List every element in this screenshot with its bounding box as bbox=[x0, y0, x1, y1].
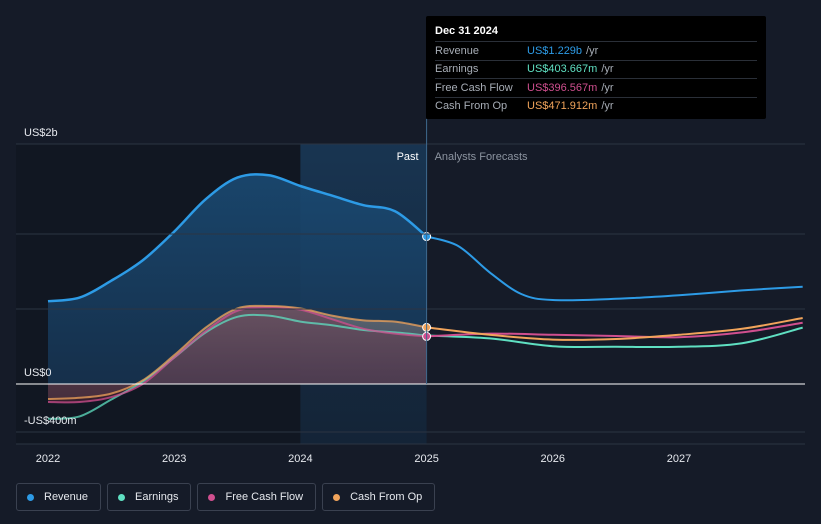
earnings-past-line bbox=[47, 313, 427, 420]
tooltip-row: Free Cash Flow US$396.567m/yr bbox=[435, 78, 757, 97]
tooltip-series-name: Free Cash Flow bbox=[435, 81, 513, 94]
x-tick-label: 2027 bbox=[667, 453, 691, 465]
y-tick-label: US$0 bbox=[24, 367, 52, 379]
tooltip-series-name: Revenue bbox=[435, 44, 480, 57]
tooltip-unit: /yr bbox=[601, 100, 614, 113]
revenue-forecast-line bbox=[426, 235, 803, 302]
tooltip-series-value: US$396.567m bbox=[527, 81, 598, 94]
legend-label: Free Cash Flow bbox=[225, 491, 304, 503]
x-tick-label: 2025 bbox=[414, 453, 438, 465]
tooltip-series-value: US$471.912m bbox=[527, 100, 598, 113]
y-tick-label: -US$400m bbox=[24, 415, 77, 427]
tooltip-unit: /yr bbox=[601, 81, 614, 94]
tooltip-series-value: US$1.229b bbox=[527, 44, 583, 57]
tooltip-unit: /yr bbox=[601, 63, 614, 76]
free-cash-flow-past-line bbox=[47, 306, 427, 404]
legend-item-cash-from-op[interactable]: Cash From Op bbox=[322, 483, 436, 511]
chart-legend: Revenue Earnings Free Cash Flow Cash From O… bbox=[16, 483, 436, 511]
tooltip-series-value: US$403.667m bbox=[527, 63, 598, 76]
x-tick-label: 2022 bbox=[36, 453, 60, 465]
legend-dot-icon bbox=[208, 493, 216, 501]
earnings-forecast-line bbox=[426, 326, 803, 349]
free-cash-flow-forecast-line bbox=[426, 321, 803, 339]
cash-area bbox=[48, 305, 427, 399]
legend-item-revenue[interactable]: Revenue bbox=[16, 483, 102, 511]
past-label: Past bbox=[397, 151, 419, 163]
tooltip-unit: /yr bbox=[586, 44, 599, 57]
forecast-label: Analysts Forecasts bbox=[435, 151, 528, 163]
legend-label: Earnings bbox=[135, 491, 179, 503]
legend-dot-icon bbox=[118, 493, 126, 501]
legend-label: Revenue bbox=[44, 491, 89, 503]
tooltip-date: Dec 31 2024 bbox=[435, 25, 498, 37]
legend-item-free-cash-flow[interactable]: Free Cash Flow bbox=[197, 483, 317, 511]
legend-dot-icon bbox=[333, 493, 341, 501]
revenue-past-line bbox=[47, 173, 428, 303]
tooltip-row: Earnings US$403.667m/yr bbox=[435, 59, 757, 79]
tooltip-series-name: Earnings bbox=[435, 63, 479, 76]
cash-from-op-past-line bbox=[47, 304, 427, 400]
y-tick-label: US$2b bbox=[24, 127, 58, 139]
legend-label: Cash From Op bbox=[350, 491, 423, 503]
legend-dot-icon bbox=[27, 493, 34, 501]
tooltip-row: Revenue US$1.229b/yr bbox=[435, 41, 757, 60]
tooltip-series-name: Cash From Op bbox=[435, 100, 508, 113]
x-tick-label: 2026 bbox=[541, 453, 565, 465]
data-tooltip: Dec 31 2024 Revenue US$1.229b/yr Earnings U… bbox=[426, 16, 766, 119]
fcf-area bbox=[48, 307, 427, 403]
legend-item-earnings[interactable]: Earnings bbox=[107, 483, 192, 511]
tooltip-row: Cash From Op US$471.912m/yr bbox=[435, 96, 757, 116]
x-tick-label: 2024 bbox=[288, 453, 312, 465]
x-tick-label: 2023 bbox=[162, 453, 186, 465]
cash-from-op-forecast-line bbox=[426, 317, 803, 341]
